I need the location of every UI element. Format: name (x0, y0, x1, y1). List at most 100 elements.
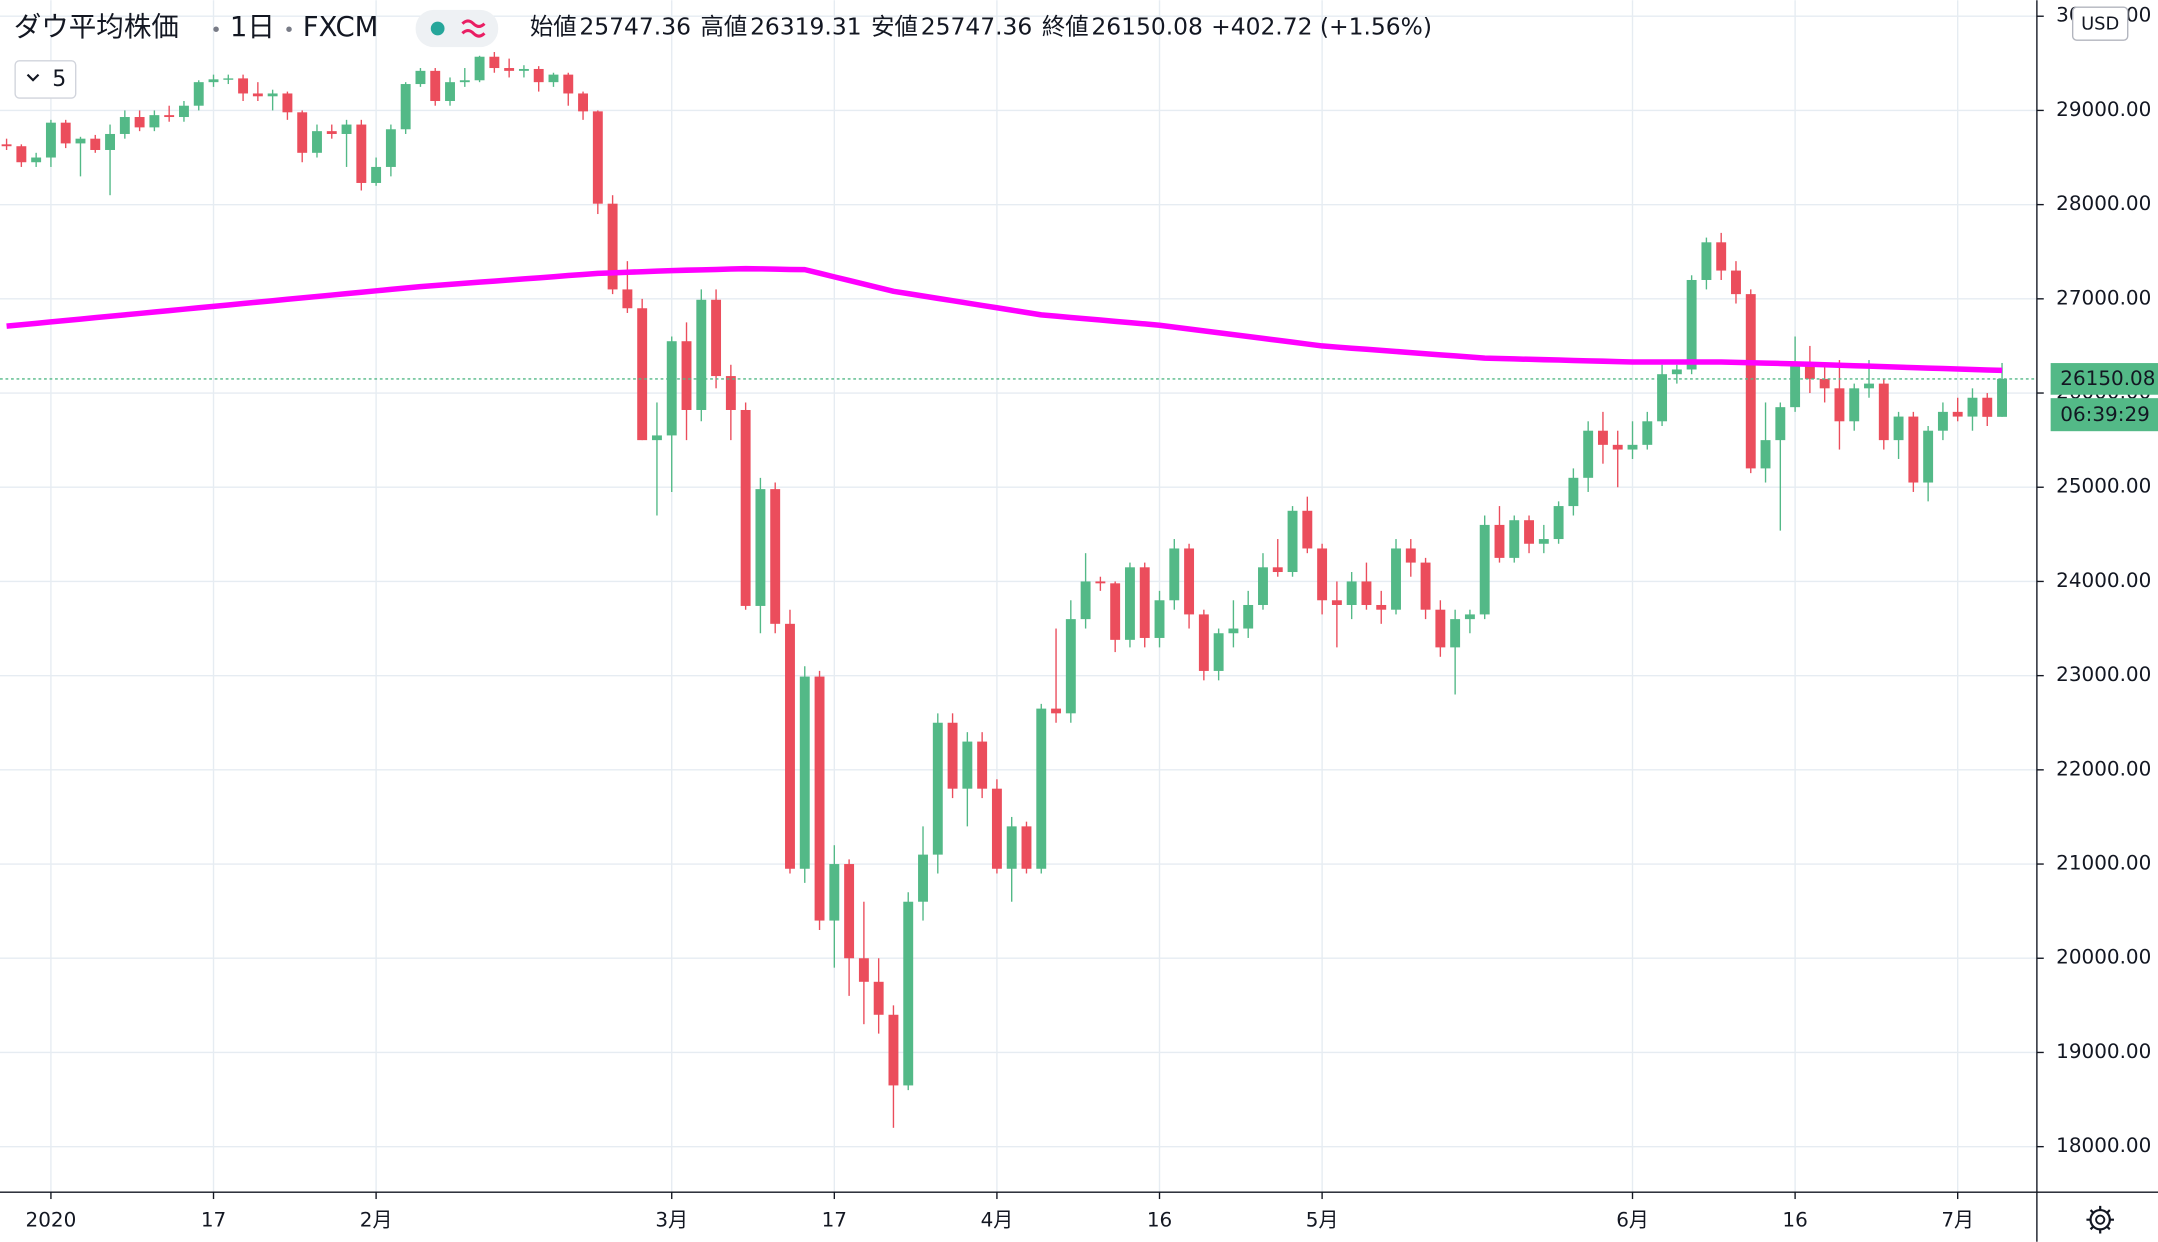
candle-body (785, 623, 795, 869)
y-tick-label: 19000.00 (2056, 1039, 2151, 1063)
candle-body (459, 80, 470, 83)
candle-body (548, 74, 559, 83)
gear-teeth (2086, 1205, 2114, 1234)
candle-body (578, 93, 588, 112)
legend-high-value: 26319.31 (750, 12, 862, 40)
x-tick-label: 3月 (655, 1208, 688, 1232)
candle-body (1110, 583, 1121, 640)
candle-body (666, 341, 677, 436)
candle-body (1317, 548, 1328, 601)
settings-button[interactable] (2086, 1205, 2114, 1234)
y-tick-label: 24000.00 (2056, 568, 2151, 592)
y-tick-label: 28000.00 (2056, 191, 2151, 215)
candle-body (1184, 548, 1195, 615)
x-tick-label: 16 (1782, 1208, 1807, 1232)
candle-body (651, 435, 662, 441)
legend-label: 高値 (701, 12, 748, 40)
candle-body (60, 122, 71, 144)
candle-body (858, 958, 869, 982)
candle-body (1760, 440, 1771, 469)
candle-body (1967, 397, 1978, 417)
currency: USD (2081, 13, 2119, 34)
candle-body (1080, 581, 1091, 620)
x-tick-label: 2月 (360, 1208, 393, 1232)
candle-body (1405, 548, 1416, 563)
candle-body (903, 901, 914, 1086)
candle-body (1731, 270, 1741, 295)
candle-body (356, 124, 367, 183)
status-pill[interactable] (415, 9, 499, 48)
candle-body (755, 489, 766, 606)
y-tick-label: 20000.00 (2056, 945, 2151, 969)
candle-body (1198, 614, 1209, 671)
candle-body (489, 56, 500, 69)
x-tick-label: 7月 (1941, 1208, 1974, 1232)
candle-body (1893, 416, 1904, 441)
x-tick-label: 6月 (1616, 1208, 1649, 1232)
legend-change: +402.72 (+1.56%) (1211, 12, 1432, 40)
candle-body (1657, 374, 1668, 422)
candle-body (1583, 430, 1594, 478)
separator (213, 26, 219, 32)
currency-button[interactable] (2071, 6, 2129, 41)
candle-body (1937, 411, 1948, 431)
candle-body (474, 56, 485, 81)
candle-body (918, 854, 928, 902)
candle-body (1346, 581, 1357, 605)
x-tick-label: 17 (822, 1208, 847, 1232)
candle-body (725, 376, 736, 410)
candle-body (1391, 548, 1401, 610)
candle-body (223, 78, 234, 80)
candle-body (430, 70, 441, 102)
candle-body (932, 722, 943, 855)
candle-body (75, 138, 86, 144)
candle-body (1775, 407, 1786, 441)
candle-body (238, 78, 249, 94)
candle-body (297, 112, 308, 153)
candle-body (607, 203, 618, 290)
candle-body (134, 117, 145, 128)
candle-body (1169, 548, 1180, 601)
candle-body (1464, 614, 1475, 620)
candle-body (711, 299, 722, 377)
source: FXCM (303, 11, 379, 43)
candle-body (873, 981, 884, 1015)
candle-body (282, 93, 293, 113)
candle-body (1849, 388, 1860, 422)
legend-close-value: 26150.08 (1091, 12, 1203, 40)
candle-body (518, 68, 529, 71)
candle-body (740, 409, 751, 606)
countdown-label: 06:39:29 (2060, 402, 2150, 426)
candle-body (1612, 444, 1623, 450)
delay-icon (461, 19, 486, 38)
candle-body (1671, 369, 1682, 375)
legend-open-value: 25747.36 (579, 12, 691, 40)
y-tick-label: 18000.00 (2056, 1133, 2151, 1157)
candle-body (1952, 411, 1963, 417)
indicators-toggle[interactable] (14, 60, 77, 99)
candle-body (1819, 378, 1830, 389)
symbol-title: ダウ平均株価 (14, 11, 179, 43)
candle-body (1021, 826, 1032, 869)
candle-body (400, 84, 411, 130)
candle-body (622, 289, 633, 309)
candle-body (105, 133, 116, 150)
candle-body (1923, 430, 1934, 483)
x-tick-label: 5月 (1306, 1208, 1339, 1232)
candle-body (1479, 524, 1490, 615)
candle-body (1435, 609, 1446, 648)
candle-body (341, 124, 352, 134)
candle-body (16, 146, 27, 163)
candle-body (1701, 242, 1712, 280)
candle-body (1538, 539, 1549, 544)
candle-body (1864, 383, 1874, 389)
candle-body (1908, 416, 1919, 483)
x-tick-label: 17 (201, 1208, 226, 1232)
y-tick-label: 29000.00 (2056, 97, 2151, 121)
candle-body (1095, 581, 1106, 584)
candle-body (1213, 633, 1224, 671)
candle-body (1302, 510, 1313, 549)
candle-body (252, 93, 263, 97)
moving-average (6, 265, 2003, 374)
